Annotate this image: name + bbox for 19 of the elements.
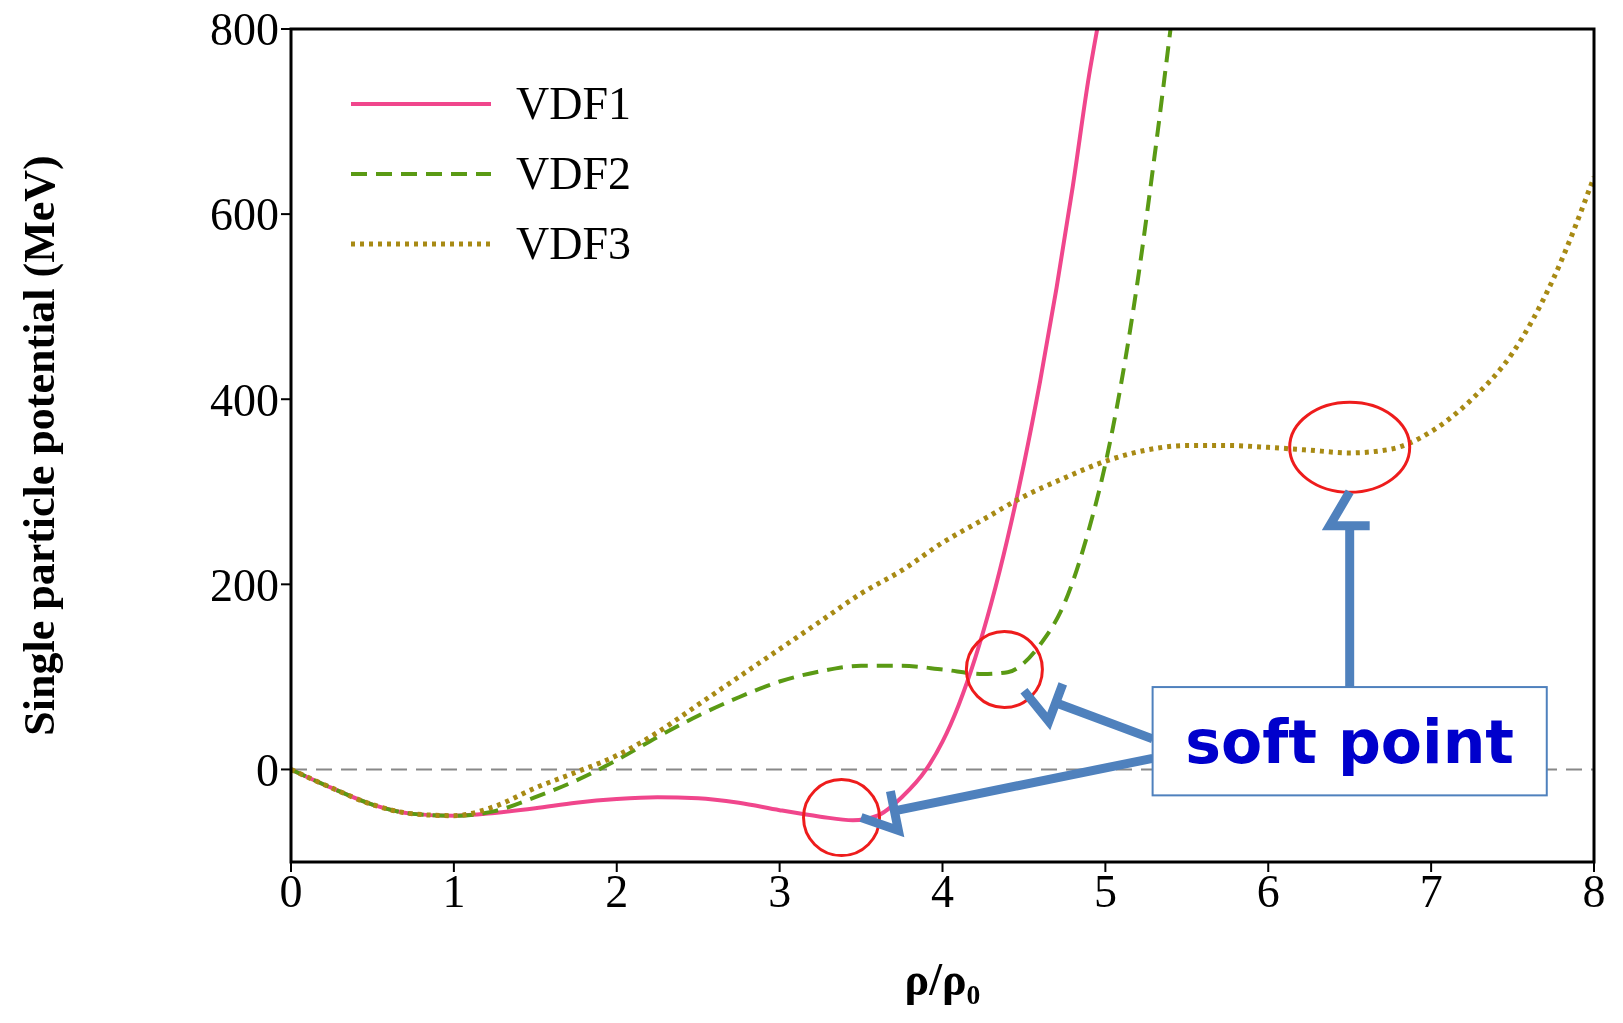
y-axis-title: Single particle potential (MeV) [14, 155, 64, 736]
x-tick-label: 7 [1419, 865, 1443, 917]
legend-label: VDF2 [516, 148, 632, 199]
legend-label: VDF3 [516, 218, 632, 269]
legend-label: VDF1 [516, 78, 632, 129]
x-tick-label: 3 [768, 865, 792, 917]
x-tick-label: 2 [605, 865, 629, 917]
y-tick-label: 0 [256, 744, 279, 796]
x-tick-label: 6 [1256, 865, 1280, 917]
x-tick-label: 8 [1582, 865, 1606, 917]
y-tick-label: 600 [210, 189, 279, 241]
x-tick-label: 1 [442, 865, 466, 917]
annotation: soft point [1185, 707, 1515, 778]
x-tick-label: 4 [931, 865, 954, 917]
x-axis-title: ρ/ρ₀ [904, 954, 981, 1005]
y-tick-label: 200 [210, 559, 279, 611]
y-tick-label: 800 [210, 4, 279, 56]
y-tick-label: 400 [210, 374, 279, 426]
x-tick-label: 5 [1093, 865, 1117, 917]
